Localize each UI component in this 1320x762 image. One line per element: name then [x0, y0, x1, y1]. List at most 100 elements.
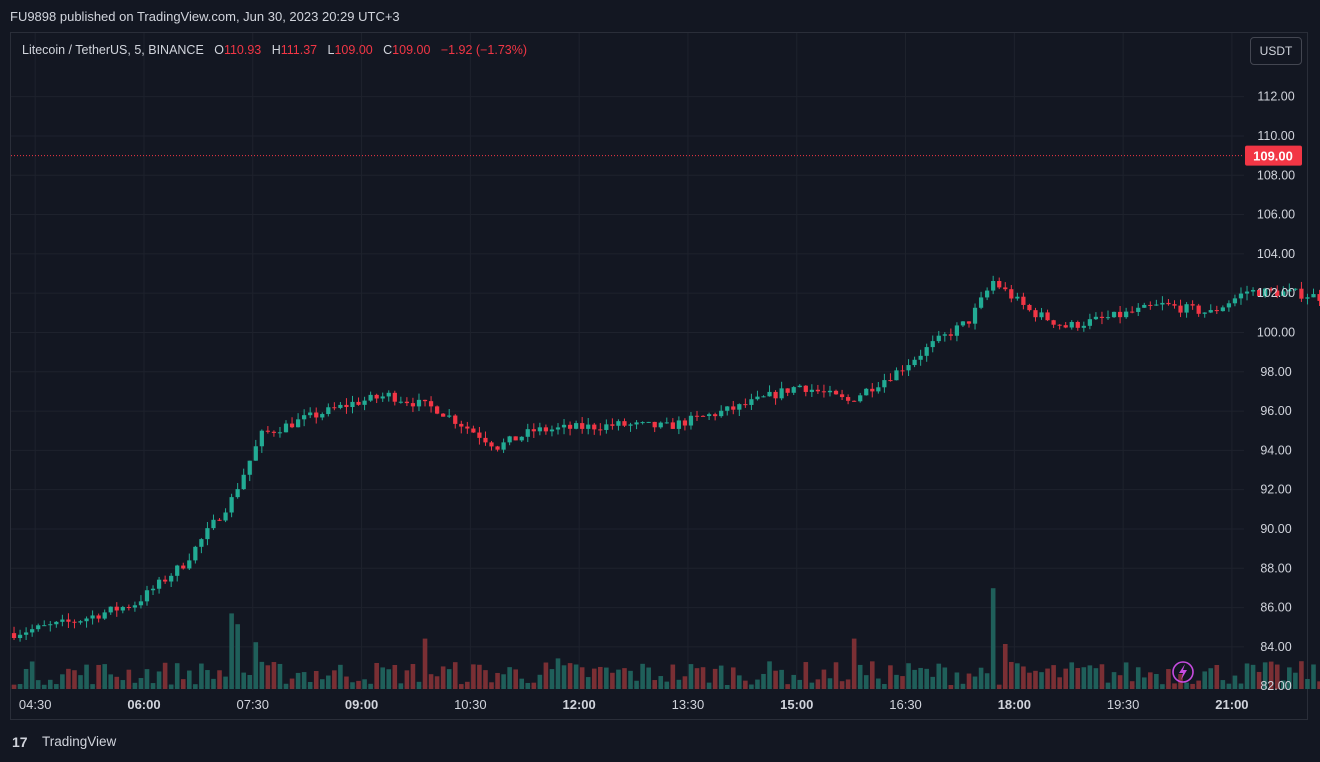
volume-bar: [35, 680, 41, 689]
candle-body: [1299, 288, 1304, 299]
volume-bar: [54, 684, 59, 689]
volume-bar: [942, 667, 948, 689]
volume-bar: [1317, 681, 1320, 689]
candle-body: [259, 430, 264, 447]
time-tick-label: 13:30: [672, 697, 705, 712]
volume-bar: [1244, 663, 1250, 689]
volume-bar: [888, 665, 893, 689]
candle-body: [108, 606, 113, 613]
candle-body: [700, 415, 706, 417]
candle-body: [169, 575, 174, 582]
candle-body: [42, 625, 47, 627]
volume-bar: [990, 588, 996, 689]
candle-body: [114, 606, 119, 611]
volume-bar: [1033, 670, 1038, 689]
candle-body: [386, 392, 391, 397]
volume-bar: [743, 680, 748, 689]
candle-body: [392, 392, 397, 402]
volume-bar: [930, 676, 936, 689]
volume-bar: [247, 674, 253, 689]
volume-bar: [84, 664, 89, 689]
volume-bar: [1196, 680, 1201, 689]
tradingview-logo-icon: 17: [12, 735, 28, 749]
time-tick-label: 16:30: [889, 697, 922, 712]
candle-body: [1178, 305, 1183, 313]
volume-bar: [1280, 680, 1286, 689]
volume-bar: [295, 672, 301, 689]
volume-bar: [537, 674, 543, 689]
volume-bar: [477, 664, 482, 689]
candle-body: [1238, 293, 1244, 299]
volume-bar: [996, 684, 1002, 689]
candle-body: [960, 321, 966, 326]
volume-bar: [869, 661, 875, 689]
candle-body: [592, 424, 597, 430]
price-tick-label: 112.00: [1257, 90, 1294, 104]
volume-bar: [561, 665, 567, 689]
candle-body: [749, 399, 754, 405]
volume-bar: [1129, 681, 1135, 689]
candle-body: [338, 404, 343, 408]
volume-bar: [579, 667, 585, 689]
volume-bar: [809, 682, 815, 689]
volume-bar: [392, 664, 398, 689]
price-tick-label: 90.00: [1260, 522, 1291, 536]
candle-body: [398, 401, 403, 403]
candle-body: [1093, 316, 1099, 320]
volume-bar: [658, 676, 664, 689]
volume-bar: [380, 667, 386, 689]
candle-body: [1051, 320, 1056, 325]
volume-bar: [954, 672, 960, 689]
candle-body: [731, 406, 736, 410]
candle-body: [845, 397, 851, 401]
volume-bar: [652, 680, 657, 689]
candle-body: [519, 436, 524, 441]
candle-body: [271, 431, 277, 433]
candle-body: [96, 615, 101, 619]
candle-body: [1045, 312, 1050, 321]
candle-body: [1166, 302, 1171, 305]
candle-body: [670, 422, 675, 429]
candle-body: [1075, 321, 1080, 328]
volume-bar: [96, 664, 101, 689]
price-tick-label: 110.00: [1257, 129, 1294, 143]
volume-bar: [519, 678, 525, 689]
candle-body: [471, 428, 476, 433]
candle-body: [586, 424, 591, 429]
candle-body: [1021, 296, 1026, 305]
volume-bar: [1009, 661, 1014, 689]
candle-body: [36, 625, 41, 630]
high-value: 111.37: [280, 43, 318, 57]
volume-bar: [628, 670, 633, 689]
volume-bar: [724, 684, 730, 689]
candle-body: [1039, 312, 1044, 318]
volume-bar: [440, 666, 446, 689]
candle-body: [374, 394, 379, 399]
currency-button[interactable]: USDT: [1250, 37, 1302, 65]
volume-bar: [1021, 666, 1026, 689]
candle-body: [17, 634, 23, 639]
volume-bar: [126, 669, 132, 689]
candle-body: [350, 401, 355, 408]
lightning-icon[interactable]: [1172, 661, 1194, 683]
volume-bar: [277, 663, 283, 689]
footer-brand[interactable]: 17 TradingView: [12, 734, 116, 749]
volume-bar: [162, 662, 168, 689]
candle-body: [743, 404, 748, 406]
volume-bar: [458, 684, 464, 689]
candle-body: [422, 399, 428, 402]
symbol-name[interactable]: Litecoin / TetherUS, 5, BINANCE: [22, 43, 204, 57]
last-price-text: 109.00: [1253, 149, 1293, 164]
candle-body: [404, 401, 410, 404]
candle-body: [60, 619, 65, 622]
volume-bar: [803, 662, 809, 689]
volume-bar: [845, 679, 851, 689]
volume-bar: [833, 662, 839, 689]
chart-frame[interactable]: [10, 32, 1308, 720]
volume-bar: [410, 664, 416, 689]
candle-body: [1099, 316, 1105, 318]
volume-bar: [11, 684, 17, 689]
price-tick-label: 98.00: [1260, 365, 1291, 379]
volume-bar: [428, 674, 434, 689]
